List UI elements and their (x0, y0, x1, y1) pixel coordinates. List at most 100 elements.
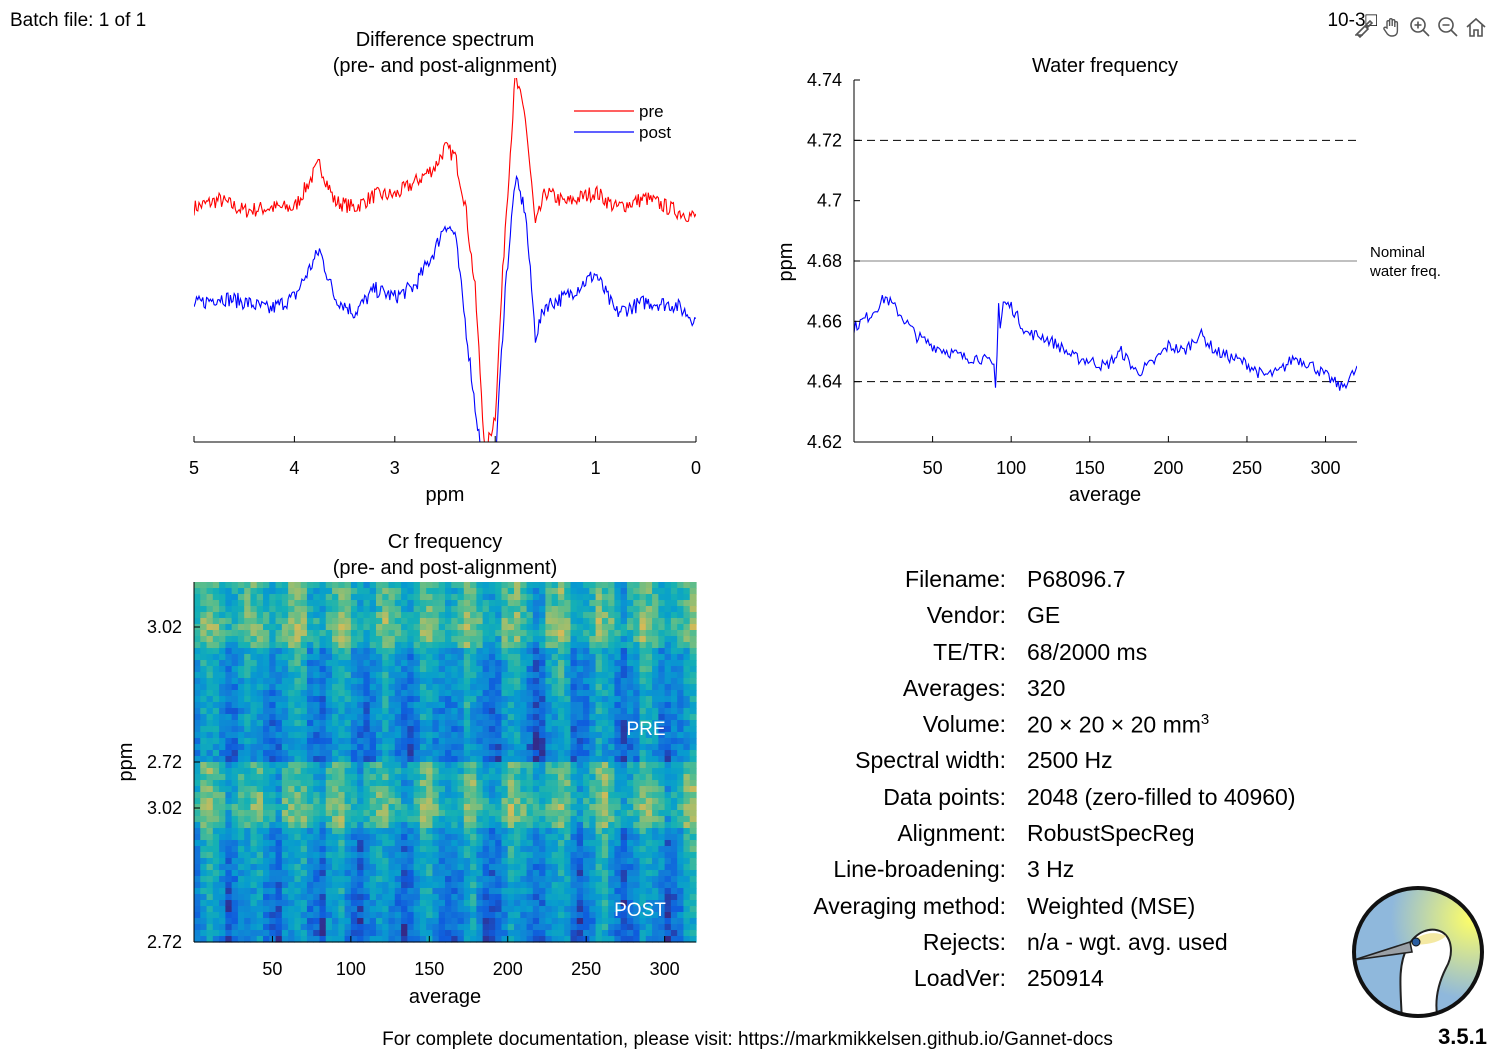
heatmap-cell (319, 912, 327, 919)
heatmap-cell (557, 852, 565, 859)
heatmap-cell (583, 816, 590, 823)
zoom-out-icon[interactable] (1435, 14, 1461, 40)
heatmap-cell (357, 804, 365, 811)
heatmap-cell (401, 756, 408, 763)
heatmap-cell (313, 702, 321, 709)
heatmap-cell (394, 672, 402, 679)
heatmap-cell (457, 624, 465, 631)
heatmap-cell (332, 900, 339, 907)
heatmap-cell (620, 936, 628, 943)
heatmap-cell (419, 822, 427, 829)
heatmap-cell (344, 714, 352, 721)
heatmap-cell (658, 798, 666, 805)
heatmap-cell (363, 756, 371, 763)
heatmap-cell (589, 594, 597, 601)
heatmap-cell (394, 618, 402, 625)
heatmap-cell (401, 828, 408, 835)
heatmap-cell (445, 624, 452, 631)
heatmap-cell (595, 702, 603, 709)
brush-icon[interactable] (1351, 14, 1377, 40)
heatmap-cell (388, 624, 396, 631)
heatmap-cell (470, 894, 477, 901)
heatmap-cell (601, 732, 609, 739)
heatmap-cell (601, 720, 609, 727)
heatmap-cell (583, 672, 590, 679)
heatmap-cell (501, 726, 509, 733)
heatmap-cell (689, 750, 697, 757)
heatmap-cell (388, 834, 396, 841)
heatmap-cell (413, 684, 421, 691)
heatmap-cell (369, 732, 377, 739)
heatmap-cell (645, 834, 653, 841)
heatmap-cell (332, 672, 339, 679)
heatmap-cell (557, 864, 565, 871)
heatmap-cell (363, 744, 371, 751)
heatmap-cell (658, 756, 666, 763)
heatmap-cell (645, 786, 653, 793)
heatmap-cell (557, 618, 565, 625)
heatmap-cell (626, 750, 634, 757)
heatmap-cell (300, 876, 308, 883)
heatmap-cell (219, 648, 226, 655)
heatmap-cell (620, 708, 628, 715)
heatmap-cell (639, 858, 647, 865)
heatmap-cell (532, 798, 540, 805)
footer-documentation-link[interactable]: For complete documentation, please visit… (382, 1029, 1113, 1050)
heatmap-cell (225, 834, 233, 841)
heatmap-cell (539, 804, 547, 811)
heatmap-cell (382, 738, 390, 745)
heatmap-cell (608, 900, 616, 907)
heatmap-cell (539, 828, 547, 835)
heatmap-cell (419, 786, 427, 793)
heatmap-cell (689, 828, 697, 835)
heatmap-cell (344, 744, 352, 751)
heatmap-cell (382, 756, 390, 763)
heatmap-cell (325, 600, 333, 607)
heatmap-cell (633, 678, 641, 685)
heatmap-cell (332, 888, 339, 895)
heatmap-cell (608, 864, 616, 871)
pan-icon[interactable] (1379, 14, 1405, 40)
heatmap-cell (325, 636, 333, 643)
heatmap-cell (263, 780, 270, 787)
heatmap-cell (457, 702, 465, 709)
heatmap-cell (514, 846, 521, 853)
heatmap-cell (482, 780, 490, 787)
heatmap-cell (514, 900, 521, 907)
heatmap-cell (363, 882, 371, 889)
heatmap-cell (438, 930, 446, 937)
heatmap-cell (463, 792, 471, 799)
heatmap-cell (332, 738, 339, 745)
heatmap-cell (482, 816, 490, 823)
heatmap-cell (363, 840, 371, 847)
nominal-label-line2: water freq. (1369, 263, 1441, 280)
heatmap-cell (683, 582, 691, 589)
heatmap-cell (633, 744, 641, 751)
heatmap-cell (332, 924, 339, 931)
heatmap-cell (300, 582, 308, 589)
heatmap-cell (507, 702, 515, 709)
heatmap-cell (457, 798, 465, 805)
chart-title-line1: Cr frequency (388, 531, 503, 553)
heatmap-cell (545, 636, 553, 643)
heatmap-cell (338, 870, 346, 877)
heatmap-cell (313, 840, 321, 847)
heatmap-cell (206, 684, 214, 691)
heatmap-cell (488, 858, 496, 865)
heatmap-cell (514, 678, 521, 685)
heatmap-cell (338, 930, 346, 937)
zoom-in-icon[interactable] (1407, 14, 1433, 40)
heatmap-cell (658, 852, 666, 859)
heatmap-cell (507, 678, 515, 685)
heatmap-cell (306, 600, 314, 607)
heatmap-cell (614, 756, 622, 763)
home-icon[interactable] (1463, 14, 1489, 40)
heatmap-cell (589, 600, 597, 607)
heatmap-cell (520, 888, 528, 895)
heatmap-cell (532, 618, 540, 625)
heatmap-cell (557, 744, 565, 751)
heatmap-cell (269, 690, 277, 697)
heatmap-cell (595, 708, 603, 715)
heatmap-cell (633, 666, 641, 673)
heatmap-cell (237, 822, 245, 829)
